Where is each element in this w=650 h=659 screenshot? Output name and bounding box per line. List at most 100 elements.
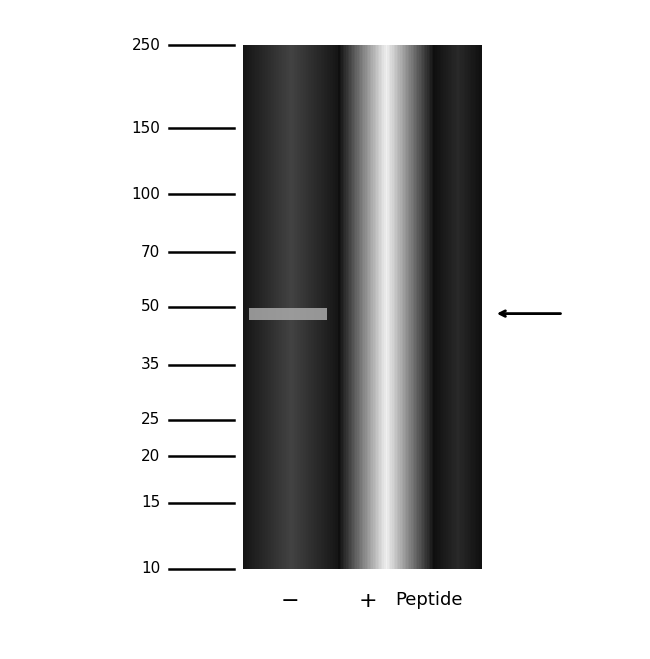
Bar: [480, 45, 482, 569]
Bar: [467, 45, 469, 569]
Text: 35: 35: [141, 357, 161, 372]
Bar: [333, 45, 335, 569]
Bar: [322, 45, 324, 569]
Bar: [434, 45, 436, 569]
Bar: [319, 45, 321, 569]
Bar: [341, 45, 344, 569]
Bar: [370, 45, 372, 569]
Bar: [380, 45, 382, 569]
Bar: [309, 45, 312, 569]
Bar: [295, 45, 298, 569]
Bar: [360, 45, 363, 569]
Bar: [387, 45, 390, 569]
Bar: [468, 45, 471, 569]
Bar: [391, 45, 393, 569]
Bar: [289, 45, 291, 569]
Bar: [362, 45, 364, 569]
Bar: [389, 45, 391, 569]
Bar: [330, 45, 333, 569]
Bar: [454, 45, 456, 569]
Bar: [373, 45, 376, 569]
Bar: [274, 45, 277, 569]
Bar: [352, 45, 355, 569]
Bar: [437, 45, 439, 569]
Bar: [260, 45, 263, 569]
Bar: [410, 45, 412, 569]
Bar: [339, 45, 342, 569]
Bar: [305, 45, 307, 569]
Bar: [266, 45, 269, 569]
Bar: [394, 45, 396, 569]
Text: 10: 10: [141, 561, 161, 577]
Bar: [328, 45, 331, 569]
Bar: [474, 45, 477, 569]
Bar: [476, 45, 478, 569]
Bar: [249, 45, 252, 569]
Text: 250: 250: [131, 38, 161, 53]
Bar: [473, 45, 476, 569]
Bar: [255, 45, 258, 569]
Bar: [343, 45, 345, 569]
Bar: [452, 45, 455, 569]
Bar: [459, 45, 462, 569]
Bar: [291, 45, 292, 569]
Bar: [303, 45, 306, 569]
Bar: [392, 45, 395, 569]
Bar: [395, 45, 398, 569]
Bar: [421, 45, 423, 569]
Text: 15: 15: [141, 496, 161, 510]
Bar: [465, 45, 467, 569]
Bar: [405, 45, 407, 569]
Bar: [306, 45, 309, 569]
Bar: [419, 45, 421, 569]
Bar: [427, 45, 430, 569]
Bar: [478, 45, 480, 569]
Bar: [302, 45, 304, 569]
Bar: [422, 45, 424, 569]
Bar: [296, 45, 299, 569]
Bar: [462, 45, 464, 569]
Text: 150: 150: [131, 121, 161, 136]
Text: 50: 50: [141, 299, 161, 314]
Bar: [320, 45, 323, 569]
Bar: [408, 45, 410, 569]
Bar: [460, 45, 463, 569]
Bar: [271, 45, 274, 569]
Bar: [316, 45, 318, 569]
Bar: [354, 45, 356, 569]
Bar: [338, 45, 341, 569]
Bar: [281, 45, 283, 569]
Bar: [425, 45, 428, 569]
Bar: [282, 45, 285, 569]
Bar: [382, 45, 385, 569]
Bar: [337, 45, 339, 569]
Bar: [381, 45, 384, 569]
Bar: [363, 45, 366, 569]
Bar: [416, 45, 419, 569]
Bar: [325, 45, 328, 569]
Bar: [385, 45, 388, 569]
Bar: [249, 308, 327, 320]
Bar: [285, 45, 288, 569]
Bar: [398, 45, 401, 569]
Bar: [435, 45, 437, 569]
Bar: [384, 45, 387, 569]
Bar: [359, 45, 361, 569]
Bar: [280, 45, 281, 569]
Bar: [317, 45, 320, 569]
Bar: [443, 45, 445, 569]
Bar: [432, 45, 434, 569]
Text: 70: 70: [141, 244, 161, 260]
Bar: [294, 45, 296, 569]
Bar: [438, 45, 441, 569]
Bar: [403, 45, 406, 569]
Bar: [414, 45, 417, 569]
Bar: [470, 45, 473, 569]
Bar: [413, 45, 415, 569]
Bar: [284, 45, 287, 569]
Bar: [313, 45, 315, 569]
Bar: [430, 45, 433, 569]
Bar: [349, 45, 352, 569]
Text: 25: 25: [141, 413, 161, 427]
Bar: [351, 45, 353, 569]
